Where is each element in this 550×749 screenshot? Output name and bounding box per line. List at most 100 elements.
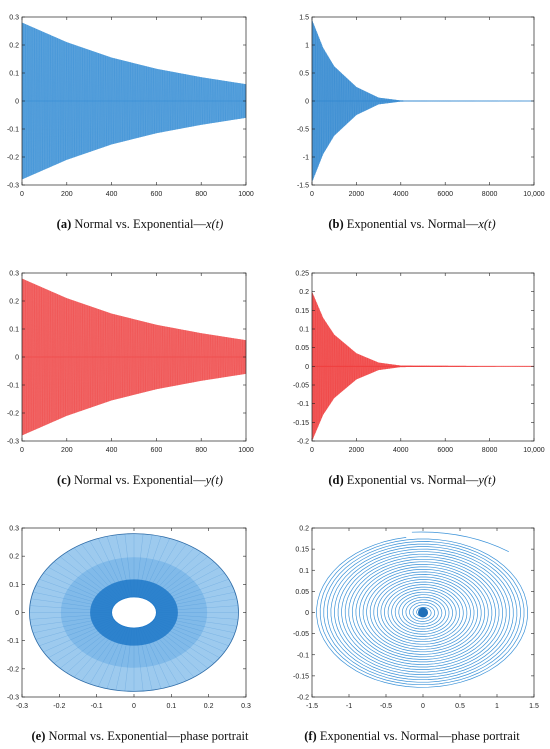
phase-striation bbox=[89, 540, 125, 599]
phase-striation bbox=[155, 591, 236, 609]
phase-striation bbox=[48, 567, 116, 604]
x-tick-label: 0 bbox=[421, 703, 425, 710]
chart-e: -0.3 -0.2 -0.1 0 0.1 0.2 0.3 0.3 0.2 0.1 0 -0.1 -0.2… bbox=[7, 526, 251, 711]
phase-striation bbox=[156, 614, 237, 627]
y-tick-label: 0.2 bbox=[9, 299, 19, 306]
phase-striation bbox=[39, 578, 114, 607]
phase-striation bbox=[156, 605, 239, 612]
y-tick-label: 0.2 bbox=[9, 554, 19, 561]
phase-ring-hole bbox=[111, 596, 157, 629]
x-tick-label: 1.5 bbox=[529, 703, 539, 710]
phase-striation bbox=[152, 621, 220, 658]
phase-striation bbox=[53, 561, 117, 603]
phase-striation bbox=[156, 598, 237, 611]
phase-striation bbox=[98, 626, 127, 687]
phase-striation bbox=[73, 547, 122, 600]
x-tick-label: -1 bbox=[346, 703, 352, 710]
oscillation-series bbox=[21, 278, 247, 436]
caption-label: (d) bbox=[328, 473, 344, 487]
caption-text: Normal vs. Exponential— bbox=[74, 473, 206, 487]
phase-striation bbox=[143, 540, 179, 599]
phase-striation bbox=[32, 616, 113, 634]
x-tick-label: 0 bbox=[310, 191, 314, 198]
caption-text: Normal vs. Exponential—phase portrait bbox=[48, 729, 249, 743]
phase-striation bbox=[148, 551, 202, 601]
phase-striation bbox=[115, 627, 131, 691]
chart-d: 0 2000 4000 6000 8000 10,000 0.25 0.2 0.15 0.1 0.0… bbox=[293, 271, 545, 455]
y-tick-label: -0.1 bbox=[297, 401, 309, 408]
y-tick-label: 0.5 bbox=[299, 71, 309, 78]
x-tick-label: 1000 bbox=[238, 191, 254, 198]
y-tick-label: 0.1 bbox=[299, 327, 309, 334]
y-tick-label: -1 bbox=[303, 155, 309, 162]
y-tick-label: 0.3 bbox=[9, 15, 19, 22]
x-tick-label: -0.2 bbox=[53, 703, 65, 710]
x-tick-label: 1000 bbox=[238, 447, 254, 454]
phase-striation bbox=[145, 544, 187, 600]
y-tick-label: 0.1 bbox=[9, 327, 19, 334]
y-tick-label: -0.1 bbox=[7, 127, 19, 134]
phase-striation bbox=[59, 623, 119, 669]
y-tick-label: 0.3 bbox=[9, 526, 19, 533]
y-tick-label: 0 bbox=[305, 99, 309, 106]
y-tick-label: -1.5 bbox=[297, 183, 309, 190]
x-tick-label: 400 bbox=[106, 191, 118, 198]
caption-label: (f) bbox=[304, 729, 317, 743]
y-tick-label: -0.15 bbox=[293, 420, 309, 427]
phase-spiral-start bbox=[411, 531, 509, 553]
phase-striation bbox=[115, 534, 131, 598]
y-tick-label: 0.2 bbox=[299, 526, 309, 533]
x-tick-label: 800 bbox=[195, 447, 207, 454]
x-tick-label: 0 bbox=[20, 447, 24, 454]
chart-f: -1.5 -1 -0.5 0 0.5 1 1.5 0.2 0.15 0.1 0.05 0 -0.05 -0… bbox=[293, 526, 539, 711]
y-tick-label: 0.15 bbox=[295, 547, 309, 554]
caption-label: (a) bbox=[56, 217, 72, 231]
phase-striation bbox=[137, 534, 153, 598]
y-tick-label: -0.3 bbox=[7, 183, 19, 190]
phase-striation bbox=[151, 622, 215, 664]
caption-label: (c) bbox=[57, 473, 71, 487]
y-tick-label: -0.2 bbox=[297, 439, 309, 446]
x-tick-label: 600 bbox=[151, 191, 163, 198]
phase-striation bbox=[139, 536, 162, 598]
y-tick-label: 0.1 bbox=[9, 582, 19, 589]
phase-spiral bbox=[316, 537, 528, 688]
y-tick-label: 0.05 bbox=[295, 589, 309, 596]
plot-frame bbox=[311, 272, 535, 442]
y-tick-label: -0.05 bbox=[293, 631, 309, 638]
y-tick-label: -0.3 bbox=[7, 695, 19, 702]
phase-striation bbox=[154, 618, 229, 647]
oscillation-series bbox=[21, 22, 247, 180]
y-tick-label: -0.2 bbox=[297, 695, 309, 702]
y-tick-label: 1.5 bbox=[299, 15, 309, 22]
phase-striation bbox=[143, 626, 179, 685]
chart-c: 0 200 400 600 800 1000 0.3 0.2 0.1 0 -0.1 -0.2 -0.3 bbox=[7, 271, 254, 455]
phase-striation bbox=[153, 572, 225, 605]
x-tick-label: -0.3 bbox=[16, 703, 28, 710]
caption-text: Exponential vs. Normal—phase portrait bbox=[319, 729, 520, 743]
phase-striation bbox=[145, 625, 187, 681]
phase-striation bbox=[48, 621, 116, 658]
x-tick-label: 1 bbox=[495, 703, 499, 710]
phase-striation bbox=[66, 624, 120, 674]
phase-striation bbox=[153, 620, 225, 653]
x-tick-label: 0 bbox=[310, 447, 314, 454]
chart-a: 0 200 400 600 800 1000 0.3 0.2 0.1 0 -0.1 -0.2 -0.3 bbox=[7, 15, 254, 199]
phase-striation bbox=[137, 627, 153, 691]
caption-d: (d) Exponential vs. Normal—y(t) bbox=[277, 473, 547, 488]
phase-striation bbox=[31, 598, 112, 611]
phase-striation bbox=[151, 561, 215, 603]
phase-striation bbox=[81, 544, 123, 600]
phase-striation bbox=[154, 585, 233, 608]
x-tick-label: -1.5 bbox=[306, 703, 318, 710]
phase-striation bbox=[29, 613, 112, 620]
y-tick-label: -0.3 bbox=[7, 439, 19, 446]
x-tick-label: 4000 bbox=[393, 447, 409, 454]
phase-striation bbox=[148, 624, 202, 674]
x-tick-label: 10,000 bbox=[523, 191, 545, 198]
phase-striation bbox=[146, 625, 195, 678]
phase-striation bbox=[154, 617, 233, 640]
phase-striation bbox=[149, 556, 209, 602]
phase-striation bbox=[43, 620, 115, 653]
chart-b: 0 2000 4000 6000 8000 10,000 1.5 1 0.5 0 -0.5 -1 -1.… bbox=[297, 15, 545, 199]
